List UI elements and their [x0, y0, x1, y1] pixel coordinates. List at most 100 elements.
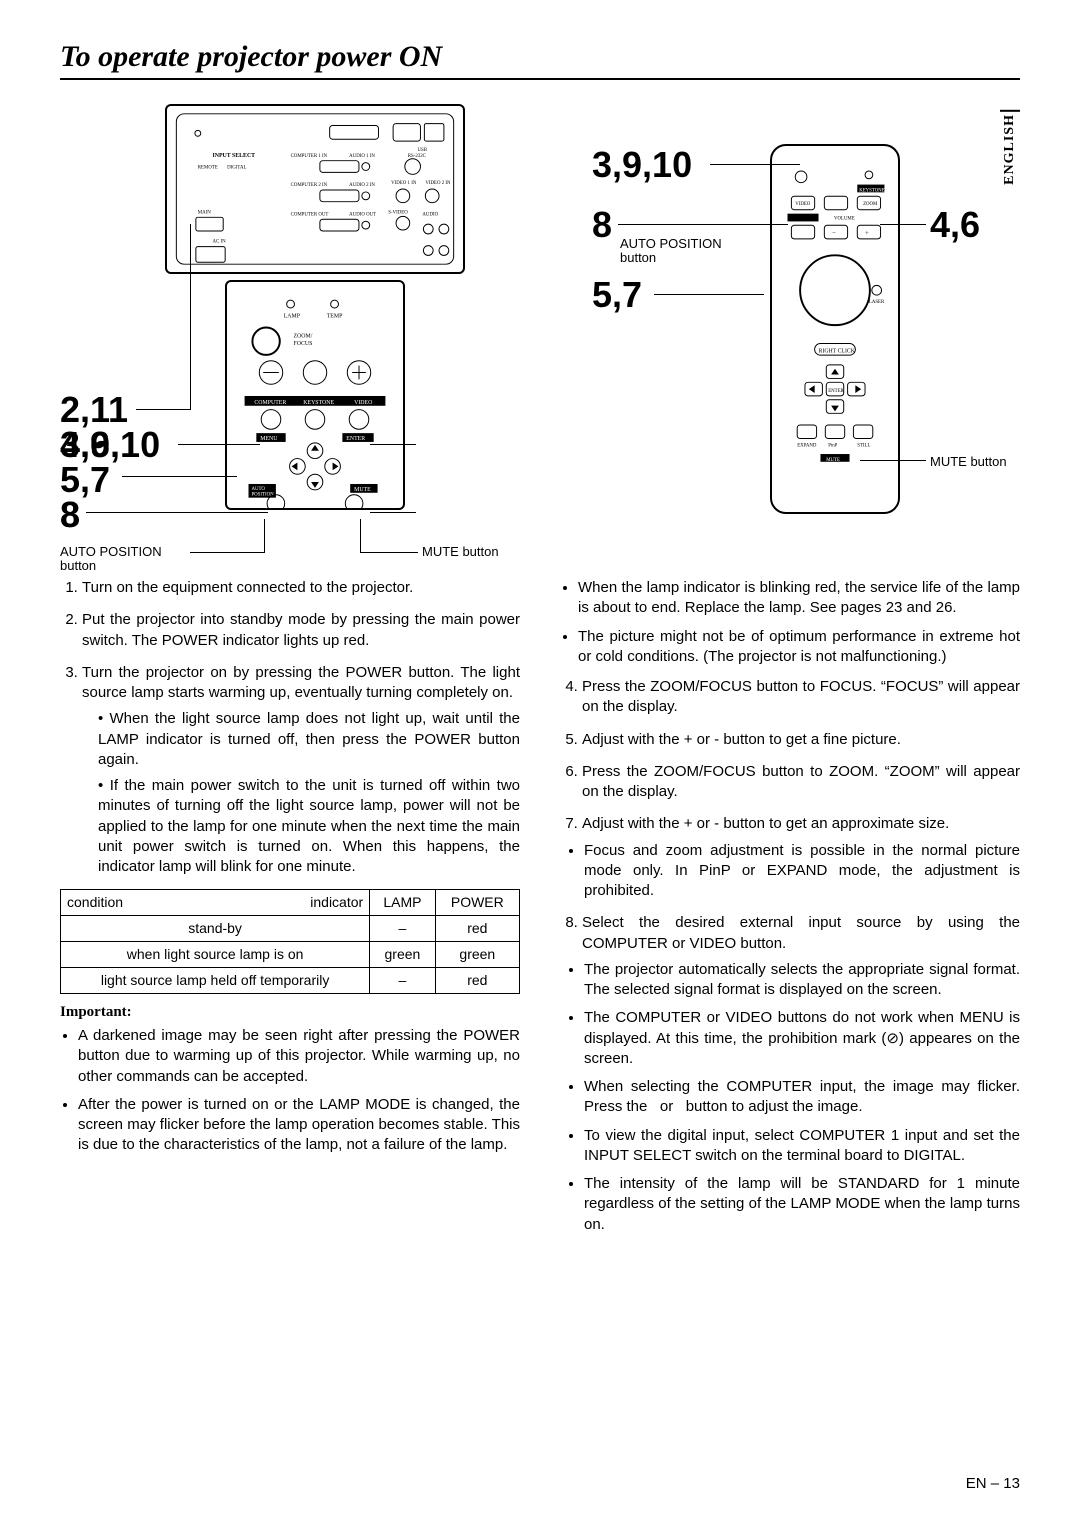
- r-auto-position-label2: button: [620, 250, 656, 265]
- indicator-table: condition indicator LAMP POWER stand-by …: [60, 889, 520, 994]
- svg-text:STILL: STILL: [857, 443, 870, 448]
- svg-text:VIDEO: VIDEO: [795, 202, 811, 207]
- svg-text:EXPAND: EXPAND: [797, 443, 817, 448]
- svg-text:REMOTE: REMOTE: [198, 165, 218, 170]
- svg-text:LAMP: LAMP: [284, 314, 301, 320]
- page-title: To operate projector power ON: [60, 40, 1020, 80]
- step-5: Adjust with the + or - button to get a f…: [582, 730, 1020, 750]
- step-8-sub1: The projector automatically selects the …: [584, 960, 1020, 1001]
- important-heading: Important:: [60, 1002, 520, 1022]
- step-8-text: Select the desired external input source…: [582, 914, 1020, 951]
- r3c2: –: [370, 967, 435, 993]
- important-b2: After the power is turned on or the LAMP…: [78, 1095, 520, 1156]
- svg-text:INPUT SELECT: INPUT SELECT: [212, 153, 255, 159]
- svg-text:ZOOM: ZOOM: [863, 202, 878, 207]
- left-column: Turn on the equipment connected to the p…: [60, 578, 520, 1247]
- r-callout-5-7: 5,7: [592, 274, 642, 316]
- r3c3: red: [435, 967, 519, 993]
- right-column: When the lamp indicator is blinking red,…: [560, 578, 1020, 1247]
- svg-text:S-VIDEO: S-VIDEO: [388, 210, 408, 215]
- svg-text:AC IN: AC IN: [212, 240, 226, 245]
- r2c3: green: [435, 942, 519, 968]
- svg-text:COMPUTER 1 IN: COMPUTER 1 IN: [291, 154, 328, 159]
- r3c1: light source lamp held off temporarily: [61, 967, 370, 993]
- svg-text:KEYSTONE: KEYSTONE: [303, 400, 334, 406]
- left-diagram: USB INPUT SELECT COMPUTER 1 IN AUDIO 1 I…: [60, 104, 520, 554]
- step-4: Press the ZOOM/FOCUS button to FOCUS. “F…: [582, 677, 1020, 718]
- r-callout-8: 8: [592, 204, 612, 246]
- svg-text:AUDIO 2 IN: AUDIO 2 IN: [349, 183, 375, 188]
- step-6: Press the ZOOM/FOCUS button to ZOOM. “ZO…: [582, 762, 1020, 803]
- pre-b1: When the lamp indicator is blinking red,…: [578, 578, 1020, 619]
- svg-text:KEYSTONE: KEYSTONE: [859, 188, 884, 193]
- terminal-board-diagram: USB INPUT SELECT COMPUTER 1 IN AUDIO 1 I…: [165, 104, 465, 274]
- th-lamp: LAMP: [370, 890, 435, 916]
- svg-text:AUDIO: AUDIO: [422, 212, 438, 217]
- svg-text:AUDIO OUT: AUDIO OUT: [349, 212, 376, 217]
- svg-text:VIDEO: VIDEO: [354, 400, 372, 406]
- control-svg: LAMP TEMP ZOOM/ FOCUS COMPUTER KEYSTONE …: [227, 282, 403, 508]
- step-3: Turn the projector on by pressing the PO…: [82, 663, 520, 878]
- step-8-sub4: To view the digital input, select COMPUT…: [584, 1126, 1020, 1167]
- svg-text:RIGHT CLICK: RIGHT CLICK: [819, 348, 856, 354]
- terminal-svg: USB INPUT SELECT COMPUTER 1 IN AUDIO 1 I…: [167, 106, 463, 272]
- step-7-sub1: Focus and zoom adjustment is possible in…: [584, 841, 1020, 902]
- svg-text:VIDEO 1 IN: VIDEO 1 IN: [391, 181, 417, 186]
- svg-text:ENTER: ENTER: [346, 436, 365, 442]
- mute-label: MUTE button: [422, 544, 499, 559]
- step-7-text: Adjust with the + or - button to get an …: [582, 815, 949, 832]
- svg-text:VIDEO 2 IN: VIDEO 2 IN: [425, 181, 451, 186]
- svg-text:LASER: LASER: [869, 300, 885, 305]
- callout-8b: 8: [60, 494, 80, 536]
- body-columns: Turn on the equipment connected to the p…: [60, 578, 1020, 1247]
- th-indicator: indicator: [310, 893, 363, 912]
- r1c1: stand-by: [61, 916, 370, 942]
- r-callout-3-9-10: 3,9,10: [592, 144, 692, 186]
- page-number: EN – 13: [966, 1475, 1020, 1492]
- svg-text:DIGITAL: DIGITAL: [227, 165, 246, 170]
- svg-text:RS-232C: RS-232C: [408, 154, 426, 159]
- step-8-sub5: The intensity of the lamp will be STANDA…: [584, 1174, 1020, 1235]
- r-mute-label: MUTE button: [930, 454, 1007, 469]
- step-2: Put the projector into standby mode by p…: [82, 610, 520, 651]
- pre-b2: The picture might not be of optimum perf…: [578, 627, 1020, 668]
- r1c3: red: [435, 916, 519, 942]
- svg-text:PinP: PinP: [828, 443, 837, 448]
- right-diagram: KEYSTONE VIDEO ZOOM VOLUME − + LASER RIG…: [560, 104, 1020, 554]
- svg-text:ENTER: ENTER: [828, 389, 844, 394]
- important-b1: A darkened image may be seen right after…: [78, 1026, 520, 1087]
- svg-text:ZOOM/: ZOOM/: [293, 333, 312, 339]
- step-7: Adjust with the + or - button to get an …: [582, 814, 1020, 901]
- svg-text:USB: USB: [418, 148, 428, 153]
- svg-text:COMPUTER 2 IN: COMPUTER 2 IN: [291, 183, 328, 188]
- callout-4-6: 4,6: [60, 424, 110, 466]
- svg-text:TEMP: TEMP: [327, 314, 343, 320]
- step-3-sub2: If the main power switch to the unit is …: [98, 776, 520, 877]
- svg-text:MUTE: MUTE: [354, 487, 371, 493]
- r2c2: green: [370, 942, 435, 968]
- svg-text:AUTO: AUTO: [251, 487, 265, 492]
- r2c1: when light source lamp is on: [61, 942, 370, 968]
- step-8-sub3: When selecting the COMPUTER input, the i…: [584, 1077, 1020, 1118]
- svg-text:COMPUTER OUT: COMPUTER OUT: [291, 212, 329, 217]
- svg-text:VOLUME: VOLUME: [834, 216, 855, 221]
- svg-text:+: +: [865, 230, 869, 237]
- th-power: POWER: [435, 890, 519, 916]
- auto-position-label: AUTO POSITION: [60, 544, 162, 559]
- remote-svg: KEYSTONE VIDEO ZOOM VOLUME − + LASER RIG…: [772, 146, 898, 512]
- svg-text:FOCUS: FOCUS: [293, 341, 312, 347]
- r-callout-4-6: 4,6: [930, 204, 980, 246]
- r-auto-position-label: AUTO POSITION: [620, 236, 722, 251]
- r1c2: –: [370, 916, 435, 942]
- step-3-sub1: When the light source lamp does not ligh…: [98, 709, 520, 770]
- svg-text:−: −: [832, 230, 836, 237]
- step-8: Select the desired external input source…: [582, 913, 1020, 1235]
- step-1: Turn on the equipment connected to the p…: [82, 578, 520, 598]
- diagram-row: USB INPUT SELECT COMPUTER 1 IN AUDIO 1 I…: [60, 104, 1020, 554]
- svg-text:COMPUTER: COMPUTER: [254, 400, 286, 406]
- svg-text:AUDIO 1 IN: AUDIO 1 IN: [349, 154, 375, 159]
- svg-text:MAIN: MAIN: [198, 210, 211, 215]
- svg-text:MUTE: MUTE: [826, 458, 840, 463]
- remote-diagram: KEYSTONE VIDEO ZOOM VOLUME − + LASER RIG…: [770, 144, 900, 514]
- auto-position-label2: button: [60, 558, 96, 573]
